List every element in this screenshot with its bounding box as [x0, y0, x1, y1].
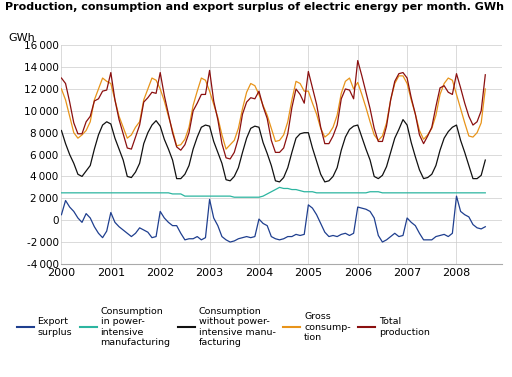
Legend: Export
surplus, Consumption
in power-
intensive
manufacturing, Consumption
witho: Export surplus, Consumption in power- in… — [13, 303, 434, 351]
Text: GWh: GWh — [9, 33, 35, 43]
Text: Production, consumption and export surplus of electric energy per month. GWh: Production, consumption and export surpl… — [5, 2, 504, 12]
